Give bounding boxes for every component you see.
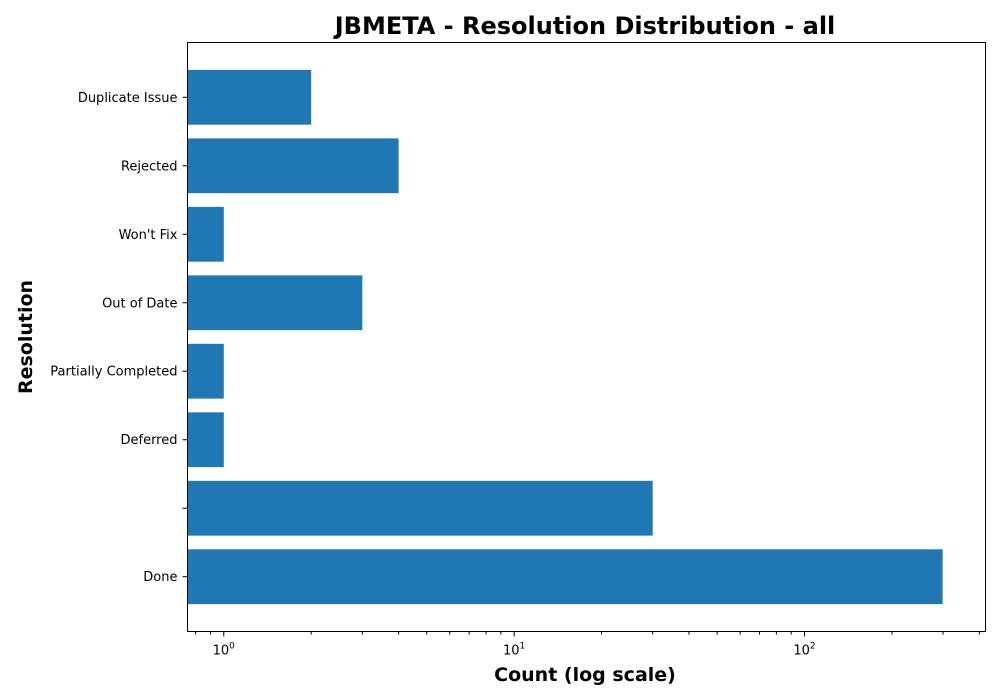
bar xyxy=(187,275,363,331)
y-tick-label: Won't Fix xyxy=(119,228,178,243)
bar xyxy=(187,138,399,194)
y-tick-label: Out of Date xyxy=(102,296,177,311)
bar xyxy=(187,480,653,536)
y-axis-ticks: Done Deferred Partially Completed Out of Da… xyxy=(50,91,188,585)
y-axis-label: Resolution xyxy=(15,280,37,394)
plot-frame xyxy=(187,42,986,632)
x-axis-ticks: 100 101 102 xyxy=(195,631,980,659)
y-tick-label: Duplicate Issue xyxy=(78,91,178,106)
x-tick-label: 102 xyxy=(793,642,815,659)
x-axis-label: Count (log scale) xyxy=(494,664,676,686)
bar xyxy=(187,206,224,262)
y-tick-label: Deferred xyxy=(120,433,177,448)
chart-title: JBMETA - Resolution Distribution - all xyxy=(333,12,836,40)
bar xyxy=(187,412,224,468)
bars-group xyxy=(187,69,943,605)
bar xyxy=(187,549,943,605)
x-tick-label: 101 xyxy=(503,642,525,659)
bar xyxy=(187,343,224,399)
y-tick-label: Rejected xyxy=(121,159,178,174)
bar xyxy=(187,69,312,125)
y-tick-label: Partially Completed xyxy=(50,365,177,380)
x-tick-label: 100 xyxy=(213,642,236,659)
y-tick-label: Done xyxy=(143,570,177,585)
